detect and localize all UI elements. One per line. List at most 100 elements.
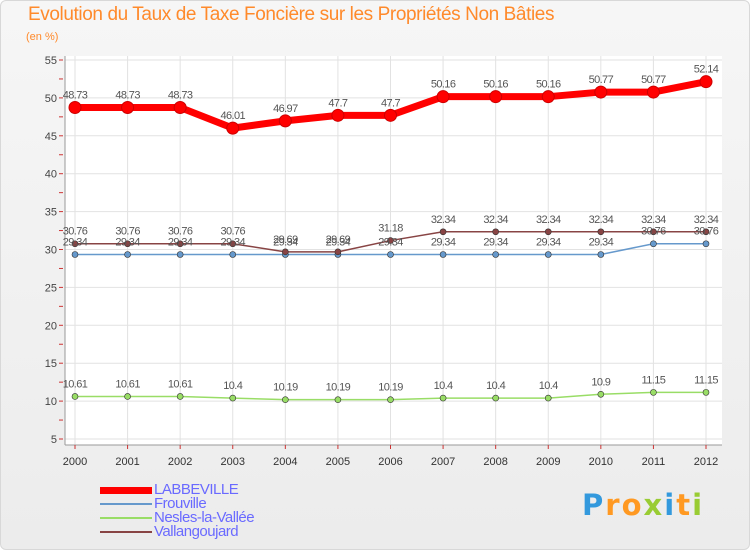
data-label-labbeville: 47.7 bbox=[381, 97, 400, 109]
y-tick-label: 50 bbox=[45, 93, 57, 105]
x-tick-label: 2001 bbox=[115, 456, 139, 468]
legend-label-frouville: Frouville bbox=[154, 495, 207, 512]
y-tick-label: 10 bbox=[45, 396, 57, 408]
data-label-nesles-la-vallee: 10.61 bbox=[115, 378, 140, 390]
y-tick-label: 45 bbox=[45, 131, 57, 143]
y-tick-label: 15 bbox=[45, 358, 57, 370]
y-tick-label: 20 bbox=[45, 320, 57, 332]
y-tick-label: 25 bbox=[45, 282, 57, 294]
x-tick-label: 2007 bbox=[431, 456, 455, 468]
data-label-vallangoujard: 29.69 bbox=[326, 234, 351, 246]
data-label-frouville: 29.34 bbox=[589, 237, 614, 249]
legend-swatch-nesles-la-vallee bbox=[100, 517, 152, 519]
data-point-vallangoujard bbox=[176, 240, 184, 248]
data-label-frouville: 29.34 bbox=[483, 237, 508, 249]
data-label-frouville: 29.34 bbox=[273, 237, 298, 249]
logo-letter: x bbox=[643, 488, 665, 522]
data-point-nesles-la-vallee bbox=[282, 396, 289, 403]
data-point-labbeville bbox=[541, 90, 555, 104]
legend-swatch-vallangoujard bbox=[100, 531, 152, 533]
proxiti-logo: Proxiti bbox=[582, 488, 704, 522]
data-label-vallangoujard: 30.76 bbox=[168, 226, 193, 238]
data-point-frouville bbox=[229, 251, 237, 258]
data-point-frouville bbox=[702, 240, 710, 248]
data-label-labbeville: 50.77 bbox=[641, 74, 666, 86]
x-tick-label: 2012 bbox=[694, 456, 718, 468]
data-label-vallangoujard: 30.76 bbox=[63, 226, 88, 238]
y-tick-label: 30 bbox=[45, 245, 57, 257]
data-point-nesles-la-vallee bbox=[176, 393, 184, 400]
data-point-frouville bbox=[597, 251, 605, 258]
legend-item-labbeville[interactable]: LABBEVILLE bbox=[100, 481, 360, 498]
y-tick-label: 35 bbox=[45, 207, 57, 219]
data-point-frouville bbox=[492, 251, 499, 258]
chart-subtitle: (en %) bbox=[26, 31, 59, 43]
data-point-nesles-la-vallee bbox=[492, 394, 499, 402]
legend-label-nesles-la-vallee: Nesles-la-Vallée bbox=[154, 509, 255, 526]
data-point-vallangoujard bbox=[229, 240, 237, 248]
data-label-nesles-la-vallee: 10.61 bbox=[168, 378, 193, 390]
x-tick-label: 2009 bbox=[536, 456, 560, 468]
data-point-labbeville bbox=[278, 114, 292, 128]
legend-item-nesles-la-vallee[interactable]: Nesles-la-Vallée bbox=[100, 509, 360, 526]
data-point-frouville bbox=[650, 240, 657, 248]
chart-title: Evolution du Taux de Taxe Foncière sur l… bbox=[28, 4, 555, 25]
data-label-labbeville: 46.01 bbox=[220, 110, 245, 122]
legend-item-frouville[interactable]: Frouville bbox=[100, 495, 360, 512]
data-point-labbeville bbox=[226, 121, 240, 135]
data-label-labbeville: 46.97 bbox=[273, 103, 298, 115]
data-point-nesles-la-vallee bbox=[71, 393, 79, 400]
data-point-vallangoujard bbox=[124, 240, 131, 248]
data-point-nesles-la-vallee bbox=[597, 390, 605, 398]
y-tick-label: 5 bbox=[51, 434, 57, 446]
data-point-frouville bbox=[544, 251, 552, 258]
data-label-frouville: 29.34 bbox=[378, 237, 403, 249]
data-label-labbeville: 50.16 bbox=[431, 79, 456, 91]
data-label-frouville: 29.34 bbox=[63, 237, 88, 249]
data-label-vallangoujard: 30.76 bbox=[220, 226, 245, 238]
data-label-vallangoujard: 31.18 bbox=[378, 223, 403, 235]
data-point-frouville bbox=[71, 251, 79, 258]
data-point-vallangoujard bbox=[334, 248, 342, 256]
data-label-frouville: 29.34 bbox=[220, 237, 245, 249]
chart-legend: LABBEVILLE Frouville Nesles-la-Vallée Va… bbox=[100, 481, 360, 540]
data-label-nesles-la-vallee: 10.4 bbox=[539, 380, 558, 392]
data-label-vallangoujard: 29.69 bbox=[273, 234, 298, 246]
data-label-nesles-la-vallee: 10.19 bbox=[378, 382, 403, 394]
x-tick-label: 2010 bbox=[589, 456, 613, 468]
x-tick-label: 2004 bbox=[273, 456, 297, 468]
data-label-nesles-la-vallee: 10.19 bbox=[273, 382, 298, 394]
data-point-frouville bbox=[124, 251, 131, 258]
data-label-nesles-la-vallee: 10.4 bbox=[434, 380, 453, 392]
data-point-nesles-la-vallee bbox=[334, 396, 342, 403]
data-label-nesles-la-vallee: 10.4 bbox=[486, 380, 505, 392]
y-tick-label: 55 bbox=[45, 55, 57, 67]
data-label-nesles-la-vallee: 11.15 bbox=[642, 374, 666, 386]
data-point-labbeville bbox=[489, 90, 503, 104]
logo-letter: r bbox=[605, 488, 622, 522]
data-label-frouville: 30.76 bbox=[694, 226, 719, 238]
data-label-nesles-la-vallee: 10.61 bbox=[63, 378, 88, 390]
data-point-frouville bbox=[387, 251, 394, 258]
data-point-nesles-la-vallee bbox=[650, 389, 657, 396]
data-point-nesles-la-vallee bbox=[439, 394, 447, 402]
x-tick-label: 2003 bbox=[221, 456, 245, 468]
data-label-labbeville: 47.7 bbox=[328, 97, 347, 109]
x-tick-label: 2008 bbox=[483, 456, 507, 468]
legend-swatch-labbeville bbox=[100, 486, 152, 494]
data-label-nesles-la-vallee: 10.9 bbox=[591, 376, 610, 388]
data-point-vallangoujard bbox=[597, 228, 605, 236]
data-label-labbeville: 48.73 bbox=[115, 90, 140, 102]
data-point-nesles-la-vallee bbox=[387, 396, 394, 403]
legend-item-vallangoujard[interactable]: Vallangoujard bbox=[100, 523, 360, 540]
data-point-vallangoujard bbox=[282, 248, 289, 256]
x-tick-label: 2011 bbox=[642, 456, 666, 468]
data-label-vallangoujard: 32.34 bbox=[641, 214, 666, 226]
x-tick-label: 2006 bbox=[378, 456, 402, 468]
data-label-frouville: 29.34 bbox=[115, 237, 140, 249]
data-label-nesles-la-vallee: 11.15 bbox=[694, 374, 718, 386]
data-point-frouville bbox=[176, 251, 184, 258]
data-label-frouville: 30.76 bbox=[641, 226, 666, 238]
data-point-nesles-la-vallee bbox=[229, 394, 237, 402]
data-point-nesles-la-vallee bbox=[124, 393, 131, 400]
